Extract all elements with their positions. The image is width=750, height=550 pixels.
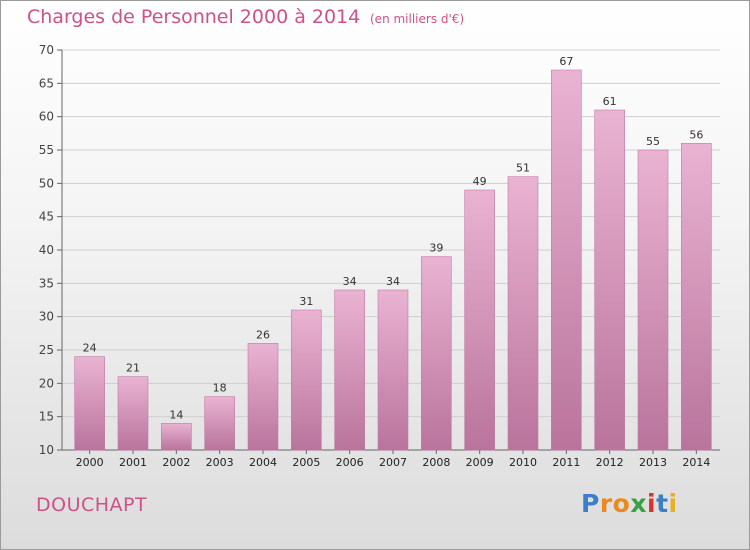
value-label: 34 bbox=[386, 275, 400, 288]
bar-2000 bbox=[74, 356, 105, 451]
logo-letter: o bbox=[612, 489, 631, 518]
x-tick-label: 2010 bbox=[509, 456, 537, 469]
value-label: 18 bbox=[213, 382, 227, 395]
value-label: 61 bbox=[603, 95, 617, 108]
bar-2011 bbox=[551, 69, 582, 451]
value-label: 26 bbox=[256, 328, 270, 341]
y-tick-label: 70 bbox=[39, 43, 54, 57]
x-tick-label: 2004 bbox=[249, 456, 277, 469]
y-tick-label: 30 bbox=[39, 310, 54, 324]
x-tick-label: 2009 bbox=[466, 456, 494, 469]
value-label: 21 bbox=[126, 362, 140, 375]
bar-2002 bbox=[161, 423, 192, 451]
value-label: 14 bbox=[169, 408, 183, 421]
x-tick-label: 2013 bbox=[639, 456, 667, 469]
x-tick-label: 2008 bbox=[422, 456, 450, 469]
y-tick-label: 50 bbox=[39, 176, 54, 190]
y-tick-label: 60 bbox=[39, 110, 54, 124]
x-tick-label: 2006 bbox=[336, 456, 364, 469]
value-label: 49 bbox=[473, 175, 487, 188]
y-tick-label: 20 bbox=[39, 376, 54, 390]
logo-letter: i bbox=[668, 489, 678, 518]
y-tick-label: 15 bbox=[39, 410, 54, 424]
chart-subtitle: (en milliers d'€) bbox=[370, 12, 465, 26]
y-tick-label: 40 bbox=[39, 243, 54, 257]
bar-2009 bbox=[464, 189, 495, 451]
x-tick-label: 2002 bbox=[162, 456, 190, 469]
logo-letter: i bbox=[647, 489, 657, 518]
bar-2001 bbox=[117, 376, 149, 451]
bar-2013 bbox=[637, 149, 669, 451]
value-labels: 24 21 14 18 26 31 34 34 39 49 51 67 61 55 56 bbox=[83, 55, 704, 421]
logo-letter: x bbox=[630, 489, 647, 518]
value-label: 55 bbox=[646, 135, 660, 148]
bar-2012 bbox=[594, 109, 625, 451]
logo-letter: t bbox=[656, 489, 669, 518]
y-tick-label: 35 bbox=[39, 276, 54, 290]
y-tick-labels: 10 15 20 25 30 35 40 45 50 55 60 65 70 bbox=[39, 43, 54, 457]
x-tick-label: 2011 bbox=[552, 456, 580, 469]
city-name: DOUCHAPT bbox=[36, 494, 148, 516]
x-tick-label: 2005 bbox=[292, 456, 320, 469]
bar-2010 bbox=[507, 176, 539, 451]
bar-2006 bbox=[334, 289, 365, 451]
bar-2014 bbox=[681, 143, 712, 451]
value-label: 31 bbox=[299, 295, 313, 308]
y-tick-label: 25 bbox=[39, 343, 54, 357]
x-tick-label: 2000 bbox=[76, 456, 104, 469]
logo-letter: r bbox=[599, 489, 613, 518]
proxiti-logo[interactable]: Proxiti bbox=[581, 489, 678, 518]
bar-2007 bbox=[377, 289, 409, 451]
value-label: 24 bbox=[83, 342, 97, 355]
x-tick-label: 2014 bbox=[682, 456, 710, 469]
x-tick-label: 2007 bbox=[379, 456, 407, 469]
x-tick-labels: 2000 2001 2002 2003 2004 2005 2006 2007 2008 2009… bbox=[76, 456, 711, 469]
value-label: 34 bbox=[343, 275, 357, 288]
bars bbox=[74, 69, 712, 451]
logo-letter: P bbox=[581, 489, 600, 518]
value-label: 39 bbox=[429, 242, 443, 255]
x-tick-label: 2012 bbox=[596, 456, 624, 469]
bar-2005 bbox=[291, 309, 322, 451]
x-tick-label: 2001 bbox=[119, 456, 147, 469]
bar-2008 bbox=[421, 256, 452, 451]
y-tick-label: 10 bbox=[39, 443, 54, 457]
y-tick-label: 55 bbox=[39, 143, 54, 157]
value-label: 67 bbox=[559, 55, 573, 68]
y-tick-label: 65 bbox=[39, 76, 54, 90]
value-label: 56 bbox=[689, 128, 703, 141]
bar-2004 bbox=[247, 343, 279, 451]
chart-title: Charges de Personnel 2000 à 2014 bbox=[27, 6, 361, 28]
y-tick-label: 45 bbox=[39, 210, 54, 224]
x-tick-label: 2003 bbox=[206, 456, 234, 469]
value-label: 51 bbox=[516, 162, 530, 175]
bar-2003 bbox=[204, 396, 235, 451]
